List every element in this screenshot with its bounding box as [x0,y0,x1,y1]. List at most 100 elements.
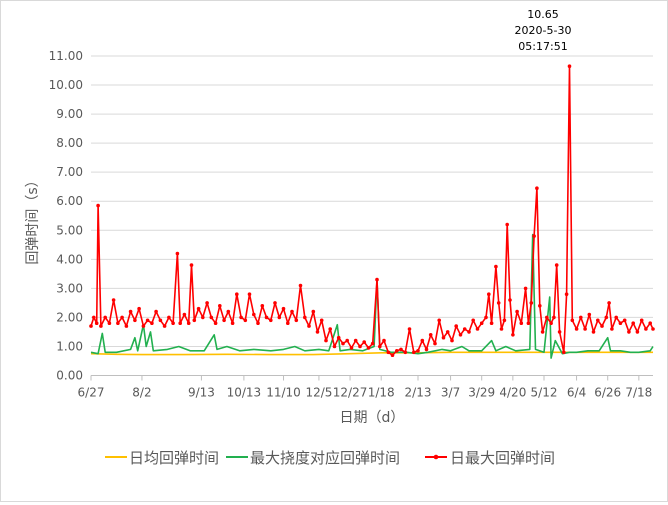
data-point [332,344,337,349]
data-point [399,347,403,352]
data-point [499,327,504,331]
x-tick-label: 6/26 [594,386,621,400]
data-point [186,321,191,326]
data-point [390,353,395,358]
data-point [557,330,562,334]
x-tick-label: 8/2 [132,386,151,400]
data-point [218,304,222,308]
data-point [416,349,420,353]
data-point [336,335,341,340]
data-point [574,327,579,331]
data-point [505,222,510,227]
data-point [158,318,163,323]
data-point [294,318,299,323]
data-point [192,318,197,323]
data-point [591,330,596,334]
data-point [502,318,507,323]
x-tick-label: 6/27 [78,386,105,400]
data-point [382,338,386,343]
x-tick-label: 1/18 [368,386,395,400]
data-point [604,315,609,320]
data-point [428,333,433,337]
data-point [471,318,476,323]
data-point [631,321,635,326]
x-tick-label: 10/13 [227,386,262,400]
data-point [526,321,531,326]
data-point [532,234,536,238]
data-point [437,318,442,323]
data-point [583,327,587,331]
data-point [328,327,333,331]
data-point [479,321,484,326]
data-point [286,321,290,326]
data-point [99,324,103,328]
data-point [412,350,416,355]
data-point [341,341,345,346]
data-point [189,263,194,267]
data-point [315,330,320,334]
data-point [549,321,553,326]
x-tick-label: 6/4 [567,386,586,400]
data-point [635,330,640,334]
annotation-value: 10.65 [527,8,559,21]
data-point [222,318,226,323]
data-point [600,324,604,328]
data-point [627,330,631,334]
data-point [324,338,328,343]
data-point [554,263,559,267]
data-point [230,321,235,326]
data-point [349,346,354,350]
data-point [552,315,556,320]
data-point [205,301,209,305]
data-point [260,304,265,308]
data-point [167,315,171,320]
data-point [264,315,269,320]
y-tick-label: 8.00 [56,136,83,150]
plot-series [89,64,655,359]
data-point [111,298,116,302]
data-point [133,318,137,323]
data-point [269,318,273,323]
data-point [362,340,367,344]
x-axis: 6/27 8/2 9/13 10/13 11/10 12/5 12/27 1/18 2/13 3/… [78,375,653,400]
data-point [622,318,627,323]
data-point [196,306,201,311]
data-point [424,347,429,352]
data-point [614,315,618,320]
data-point [596,318,600,323]
x-tick-label: 5/12 [531,386,558,400]
series [89,64,655,358]
data-point [201,315,205,320]
x-tick-label: 12/5 [305,386,332,400]
data-point [96,203,100,208]
data-point [154,309,158,314]
data-point [378,344,382,349]
data-point [92,315,96,320]
y-tick-label: 9.00 [56,107,83,121]
data-point [420,338,425,343]
data-point [567,64,572,68]
series [90,351,653,356]
data-point [386,350,391,355]
data-point [454,324,459,328]
data-point [307,324,311,328]
data-point [570,318,575,323]
x-tick-label: 12/27 [333,386,368,400]
data-point [94,321,99,326]
data-point [162,324,167,328]
data-point [484,315,488,320]
data-point [508,298,512,302]
data-point [511,333,515,337]
data-point [515,309,519,314]
data-point [277,315,282,320]
data-point [545,315,549,320]
data-point [487,292,491,297]
data-point [535,186,539,190]
y-tick-label: 5.00 [56,223,83,237]
y-axis-title: 回弹时间（s） [25,173,41,264]
data-point [290,309,294,314]
data-point [311,309,316,314]
y-axis: 0.00 1.00 2.00 3.00 4.00 5.00 6.00 7.00 8.00 9.00… [49,49,83,383]
x-tick-label: 3/29 [468,386,495,400]
data-point [141,324,146,328]
